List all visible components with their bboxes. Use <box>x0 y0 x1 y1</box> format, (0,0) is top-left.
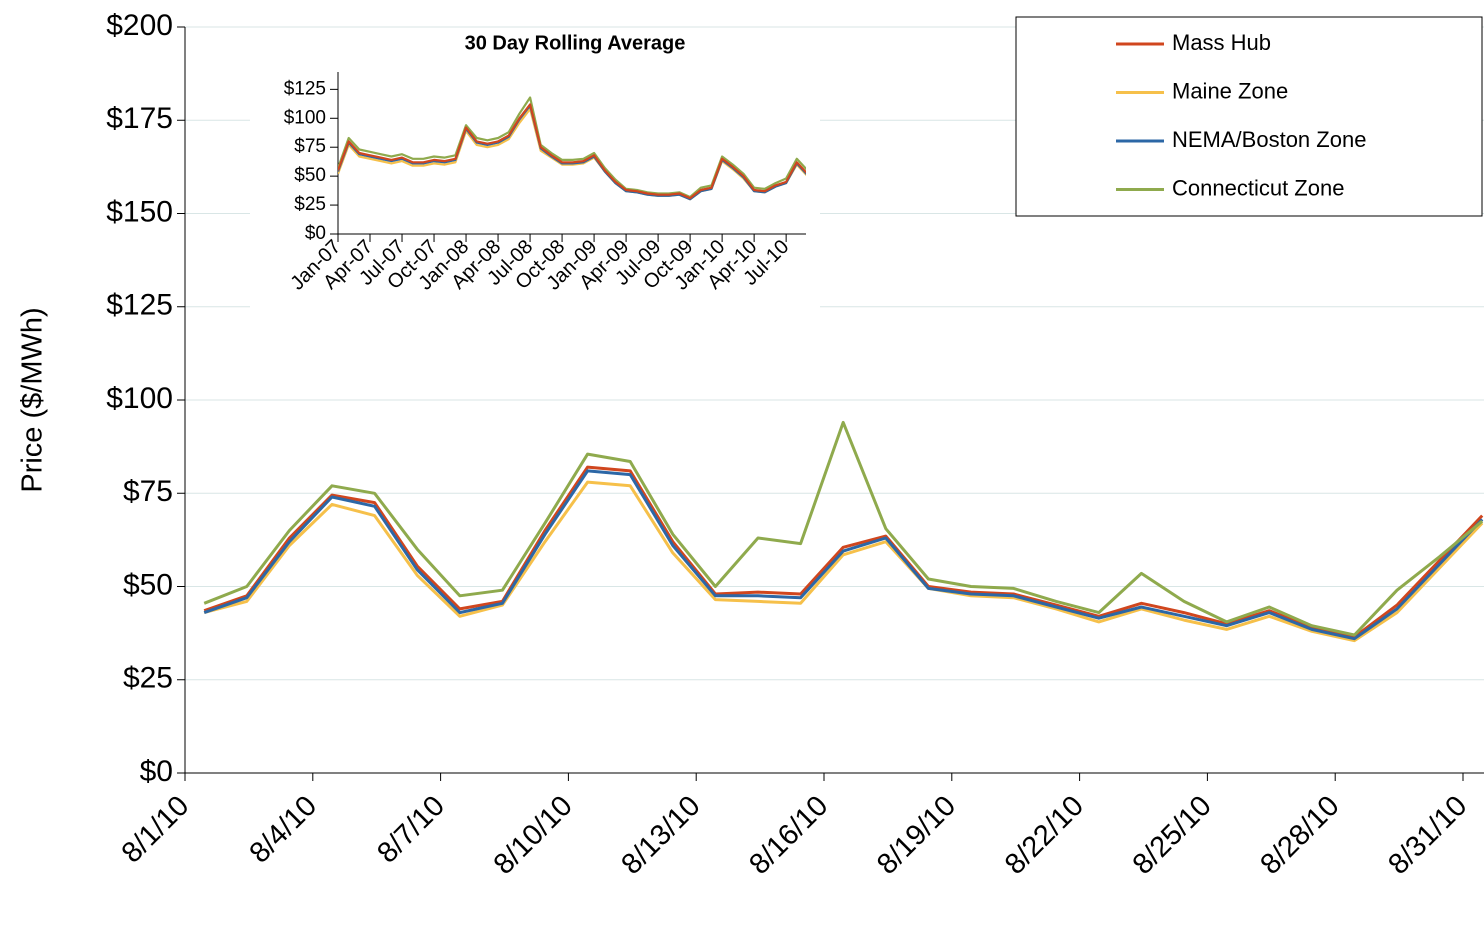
y-tick-label: $25 <box>294 194 326 215</box>
inset-plot: $0$25$50$75$100$125Jan-07Apr-07Jul-07Oct… <box>250 28 820 368</box>
series-line <box>338 103 806 200</box>
legend-label: NEMA/Boston Zone <box>1172 127 1366 152</box>
series-line <box>203 480 1484 643</box>
y-tick-label: $150 <box>106 195 173 228</box>
y-tick-label: $125 <box>106 289 173 322</box>
y-tick-label: $125 <box>284 78 326 99</box>
y-axis-label: Price ($/MWh) <box>17 307 49 492</box>
y-tick-label: $100 <box>284 107 326 128</box>
series-line <box>203 469 1484 641</box>
y-tick-label: $100 <box>106 382 173 415</box>
series-line <box>338 96 806 199</box>
inset-background <box>250 28 820 368</box>
y-tick-label: $175 <box>106 102 173 135</box>
series-line <box>203 420 1484 637</box>
y-tick-label: $200 <box>106 9 173 42</box>
legend-box <box>1015 16 1483 217</box>
y-tick-label: $50 <box>123 568 173 601</box>
y-tick-label: $25 <box>123 662 173 695</box>
y-tick-label: $75 <box>294 136 326 157</box>
legend-label: Mass Hub <box>1172 30 1271 55</box>
legend-label: Maine Zone <box>1172 78 1288 103</box>
series-line <box>203 465 1484 639</box>
y-tick-label: $0 <box>140 755 173 788</box>
y-tick-label: $50 <box>294 165 326 186</box>
y-tick-label: $75 <box>123 475 173 508</box>
inset-title: 30 Day Rolling Average <box>465 32 686 54</box>
legend-label: Connecticut Zone <box>1172 175 1344 200</box>
y-tick-label: $0 <box>305 223 326 244</box>
